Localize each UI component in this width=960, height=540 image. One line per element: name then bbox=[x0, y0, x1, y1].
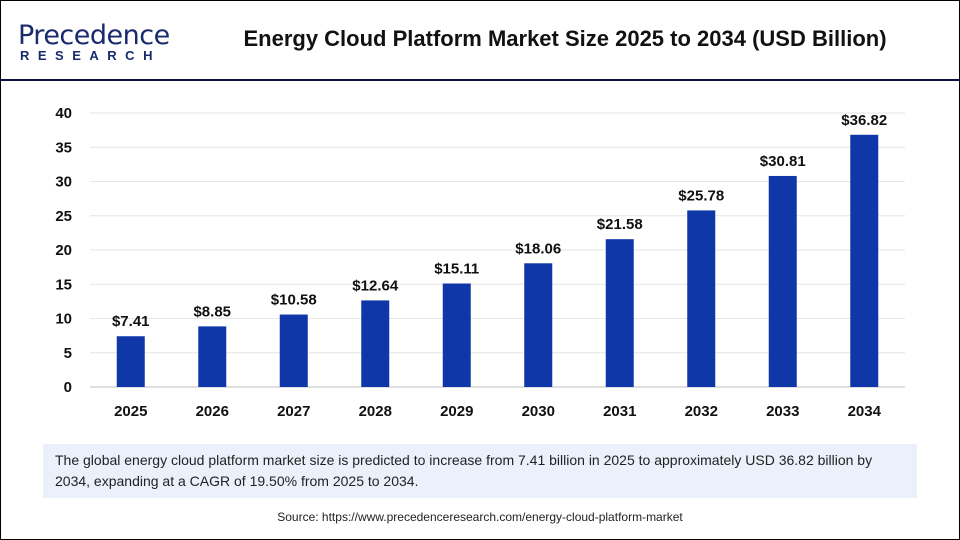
y-tick-label: 25 bbox=[55, 208, 72, 225]
logo-text: Precedence bbox=[18, 20, 170, 51]
bar-2027 bbox=[279, 314, 308, 387]
y-tick-label: 30 bbox=[55, 174, 72, 191]
x-tick-label: 2030 bbox=[522, 403, 555, 420]
x-tick-label: 2031 bbox=[603, 403, 636, 420]
data-label: $25.78 bbox=[678, 187, 724, 204]
x-tick-label: 2026 bbox=[196, 403, 229, 420]
data-label: $18.06 bbox=[515, 240, 561, 257]
bar-2028 bbox=[361, 300, 390, 387]
data-label: $36.82 bbox=[841, 112, 887, 129]
data-label: $21.58 bbox=[597, 216, 643, 233]
x-tick-label: 2027 bbox=[277, 403, 310, 420]
bar-2030 bbox=[524, 263, 553, 387]
y-tick-label: 5 bbox=[64, 345, 72, 362]
header-divider bbox=[0, 79, 960, 81]
y-tick-label: 35 bbox=[55, 139, 72, 156]
y-tick-label: 20 bbox=[55, 242, 72, 259]
y-tick-label: 15 bbox=[55, 276, 72, 293]
data-label: $30.81 bbox=[760, 153, 806, 170]
data-label: $15.11 bbox=[434, 260, 479, 277]
bar-2032 bbox=[687, 210, 716, 387]
bar-2025 bbox=[116, 336, 145, 387]
bar-2034 bbox=[850, 134, 879, 387]
x-tick-label: 2032 bbox=[685, 403, 718, 420]
bar-2033 bbox=[768, 175, 797, 387]
data-label: $12.64 bbox=[352, 277, 399, 294]
summary-note: The global energy cloud platform market … bbox=[43, 444, 917, 498]
x-tick-label: 2029 bbox=[440, 403, 473, 420]
x-tick-label: 2028 bbox=[359, 403, 392, 420]
bar-2026 bbox=[198, 326, 227, 387]
source-text: Source: https://www.precedenceresearch.c… bbox=[277, 510, 683, 524]
data-label: $10.58 bbox=[271, 292, 317, 309]
x-tick-label: 2025 bbox=[114, 403, 147, 420]
x-tick-label: 2033 bbox=[766, 403, 799, 420]
y-tick-label: 40 bbox=[55, 105, 72, 122]
y-tick-label: 0 bbox=[64, 379, 72, 396]
logo: Precedence RESEARCH bbox=[18, 20, 170, 63]
data-label: $8.85 bbox=[193, 303, 231, 320]
logo-subtext: RESEARCH bbox=[20, 48, 161, 63]
x-tick-label: 2034 bbox=[848, 403, 882, 420]
y-tick-label: 10 bbox=[55, 311, 72, 328]
chart-title: Energy Cloud Platform Market Size 2025 t… bbox=[243, 26, 887, 51]
bar-2029 bbox=[442, 283, 471, 387]
data-label: $7.41 bbox=[112, 313, 150, 330]
bar-2031 bbox=[605, 239, 634, 387]
